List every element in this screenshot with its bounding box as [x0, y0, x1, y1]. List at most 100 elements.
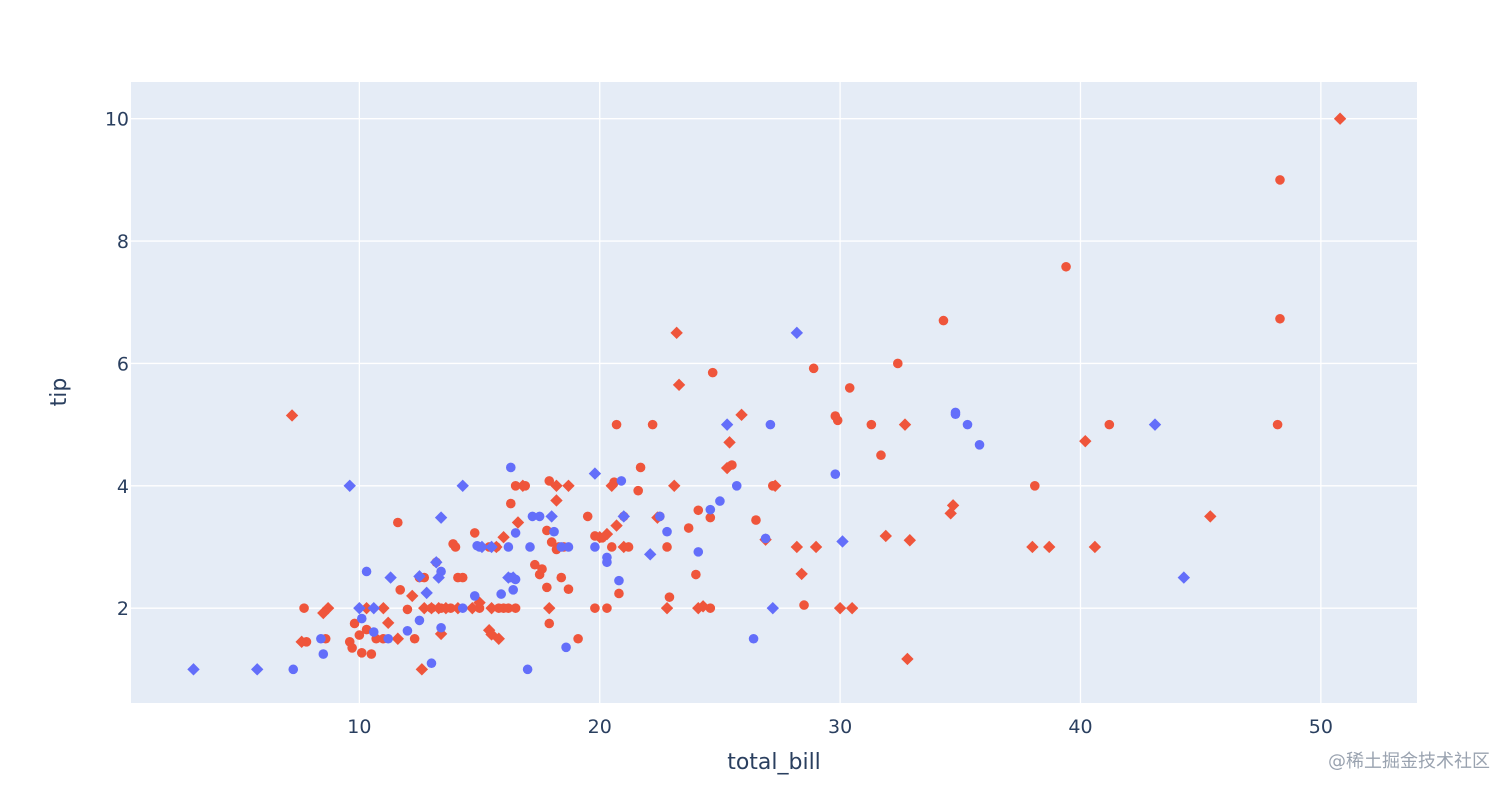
scatter-point-circle [751, 515, 761, 525]
y-tick-label: 2 [117, 598, 129, 620]
scatter-point-circle [876, 450, 886, 461]
scatter-point-circle [683, 523, 694, 533]
scatter-point-circle [1272, 419, 1283, 430]
scatter-point-diamond [833, 601, 847, 615]
y-tick-label: 6 [117, 353, 129, 375]
scatter-point-diamond [836, 535, 849, 548]
scatter-point-circle [866, 419, 877, 430]
scatter-point-diamond [497, 530, 510, 544]
scatter-point-circle [542, 525, 552, 536]
scatter-point-diamond [430, 556, 443, 569]
scatter-point-diamond [1333, 112, 1347, 125]
scatter-point-diamond [550, 494, 563, 507]
scatter-point-circle [950, 409, 961, 420]
scatter-point-diamond [466, 601, 479, 615]
scatter-point-diamond [1177, 571, 1191, 584]
scatter-point-diamond [485, 540, 498, 554]
scatter-point-diamond [903, 534, 917, 547]
scatter-point-circle [436, 622, 446, 633]
scatter-point-diamond [377, 601, 390, 615]
scatter-point-circle [316, 633, 326, 644]
scatter-point-diamond [415, 663, 429, 676]
scatter-point-diamond [432, 571, 445, 584]
scatter-point-diamond [1204, 510, 1217, 523]
scatter-point-circle [563, 584, 574, 595]
scatter-point-circle [356, 613, 367, 624]
x-tick-label: 10 [347, 716, 371, 738]
scatter-point-diamond [901, 652, 914, 666]
scatter-point-diamond [809, 540, 823, 554]
scatter-point-circle [361, 566, 372, 577]
scatter-point-circle [522, 664, 533, 675]
scatter-point-diamond [670, 326, 683, 340]
scatter-point-circle [414, 615, 425, 626]
scatter-point-circle [962, 419, 973, 430]
scatter-point-circle [426, 658, 437, 669]
scatter-point-circle [1275, 313, 1285, 324]
scatter-point-circle [383, 633, 394, 644]
scatter-point-diamond [321, 601, 335, 615]
scatter-point-diamond [382, 616, 395, 630]
scatter-point-circle [288, 664, 299, 675]
scatter-point-diamond [944, 507, 957, 520]
scatter-point-diamond [795, 567, 808, 581]
scatter-point-circle [573, 633, 583, 644]
scatter-point-diamond [766, 601, 779, 615]
y-axis-title: tip [47, 378, 72, 407]
scatter-point-diamond [187, 663, 200, 676]
scatter-point-circle [354, 630, 365, 640]
scatter-point-diamond [516, 479, 530, 493]
scatter-point-circle [614, 575, 624, 586]
scatter-point-circle [508, 585, 518, 595]
x-tick-label: 50 [1309, 716, 1333, 738]
scatter-point-circle [561, 642, 571, 653]
scatter-point-circle [707, 367, 718, 378]
scatter-point-circle [691, 569, 701, 580]
scatter-point-circle [527, 511, 538, 522]
scatter-point-diamond [845, 601, 859, 615]
scatter-point-circle [582, 511, 593, 522]
y-tick-label: 8 [117, 231, 129, 253]
scatter-point-circle [611, 419, 622, 430]
scatter-point-circle [510, 481, 521, 491]
scatter-point-diamond [506, 571, 520, 584]
scatter-point-circle [832, 415, 843, 426]
scatter-point-circle [457, 603, 468, 613]
scatter-point-circle [662, 526, 672, 537]
scatter-point-circle [633, 485, 643, 496]
scatter-point-circle [505, 462, 516, 473]
scatter-point-diamond [769, 479, 782, 493]
scatter-point-circle [664, 592, 675, 602]
scatter-point-circle [662, 542, 672, 552]
x-tick-label: 40 [1068, 716, 1092, 738]
plot-background [131, 82, 1417, 703]
scatter-point-diamond [492, 632, 505, 645]
scatter-point-circle [469, 528, 480, 538]
scatter-point-diamond [353, 601, 366, 615]
scatter-point-circle [556, 572, 567, 583]
scatter-point-diamond [617, 540, 630, 554]
scatter-point-circle [602, 557, 612, 568]
scatter-point-circle [549, 526, 559, 537]
scatter-point-circle [469, 591, 480, 601]
scatter-point-diamond [720, 461, 734, 475]
scatter-point-diamond [360, 601, 373, 615]
scatter-point-diamond [1088, 540, 1102, 554]
scatter-point-diamond [644, 548, 657, 561]
scatter-point-diamond [617, 510, 630, 523]
scatter-point-diamond [434, 511, 448, 524]
scatter-point-circle [395, 585, 406, 595]
scatter-point-circle [530, 559, 540, 570]
scatter-point-circle [450, 542, 461, 552]
scatter-point-diamond [610, 519, 623, 532]
scatter-point-diamond [790, 326, 804, 340]
scatter-point-diamond [413, 570, 426, 583]
scatter-point-circle [503, 603, 514, 613]
scatter-point-circle [556, 542, 567, 552]
scatter-point-circle [974, 440, 985, 450]
scatter-point-circle [1030, 481, 1040, 491]
scatter-point-circle [715, 496, 725, 506]
x-tick-label: 20 [588, 716, 612, 738]
scatter-point-diamond [511, 516, 525, 529]
scatter-point-diamond [879, 529, 892, 543]
